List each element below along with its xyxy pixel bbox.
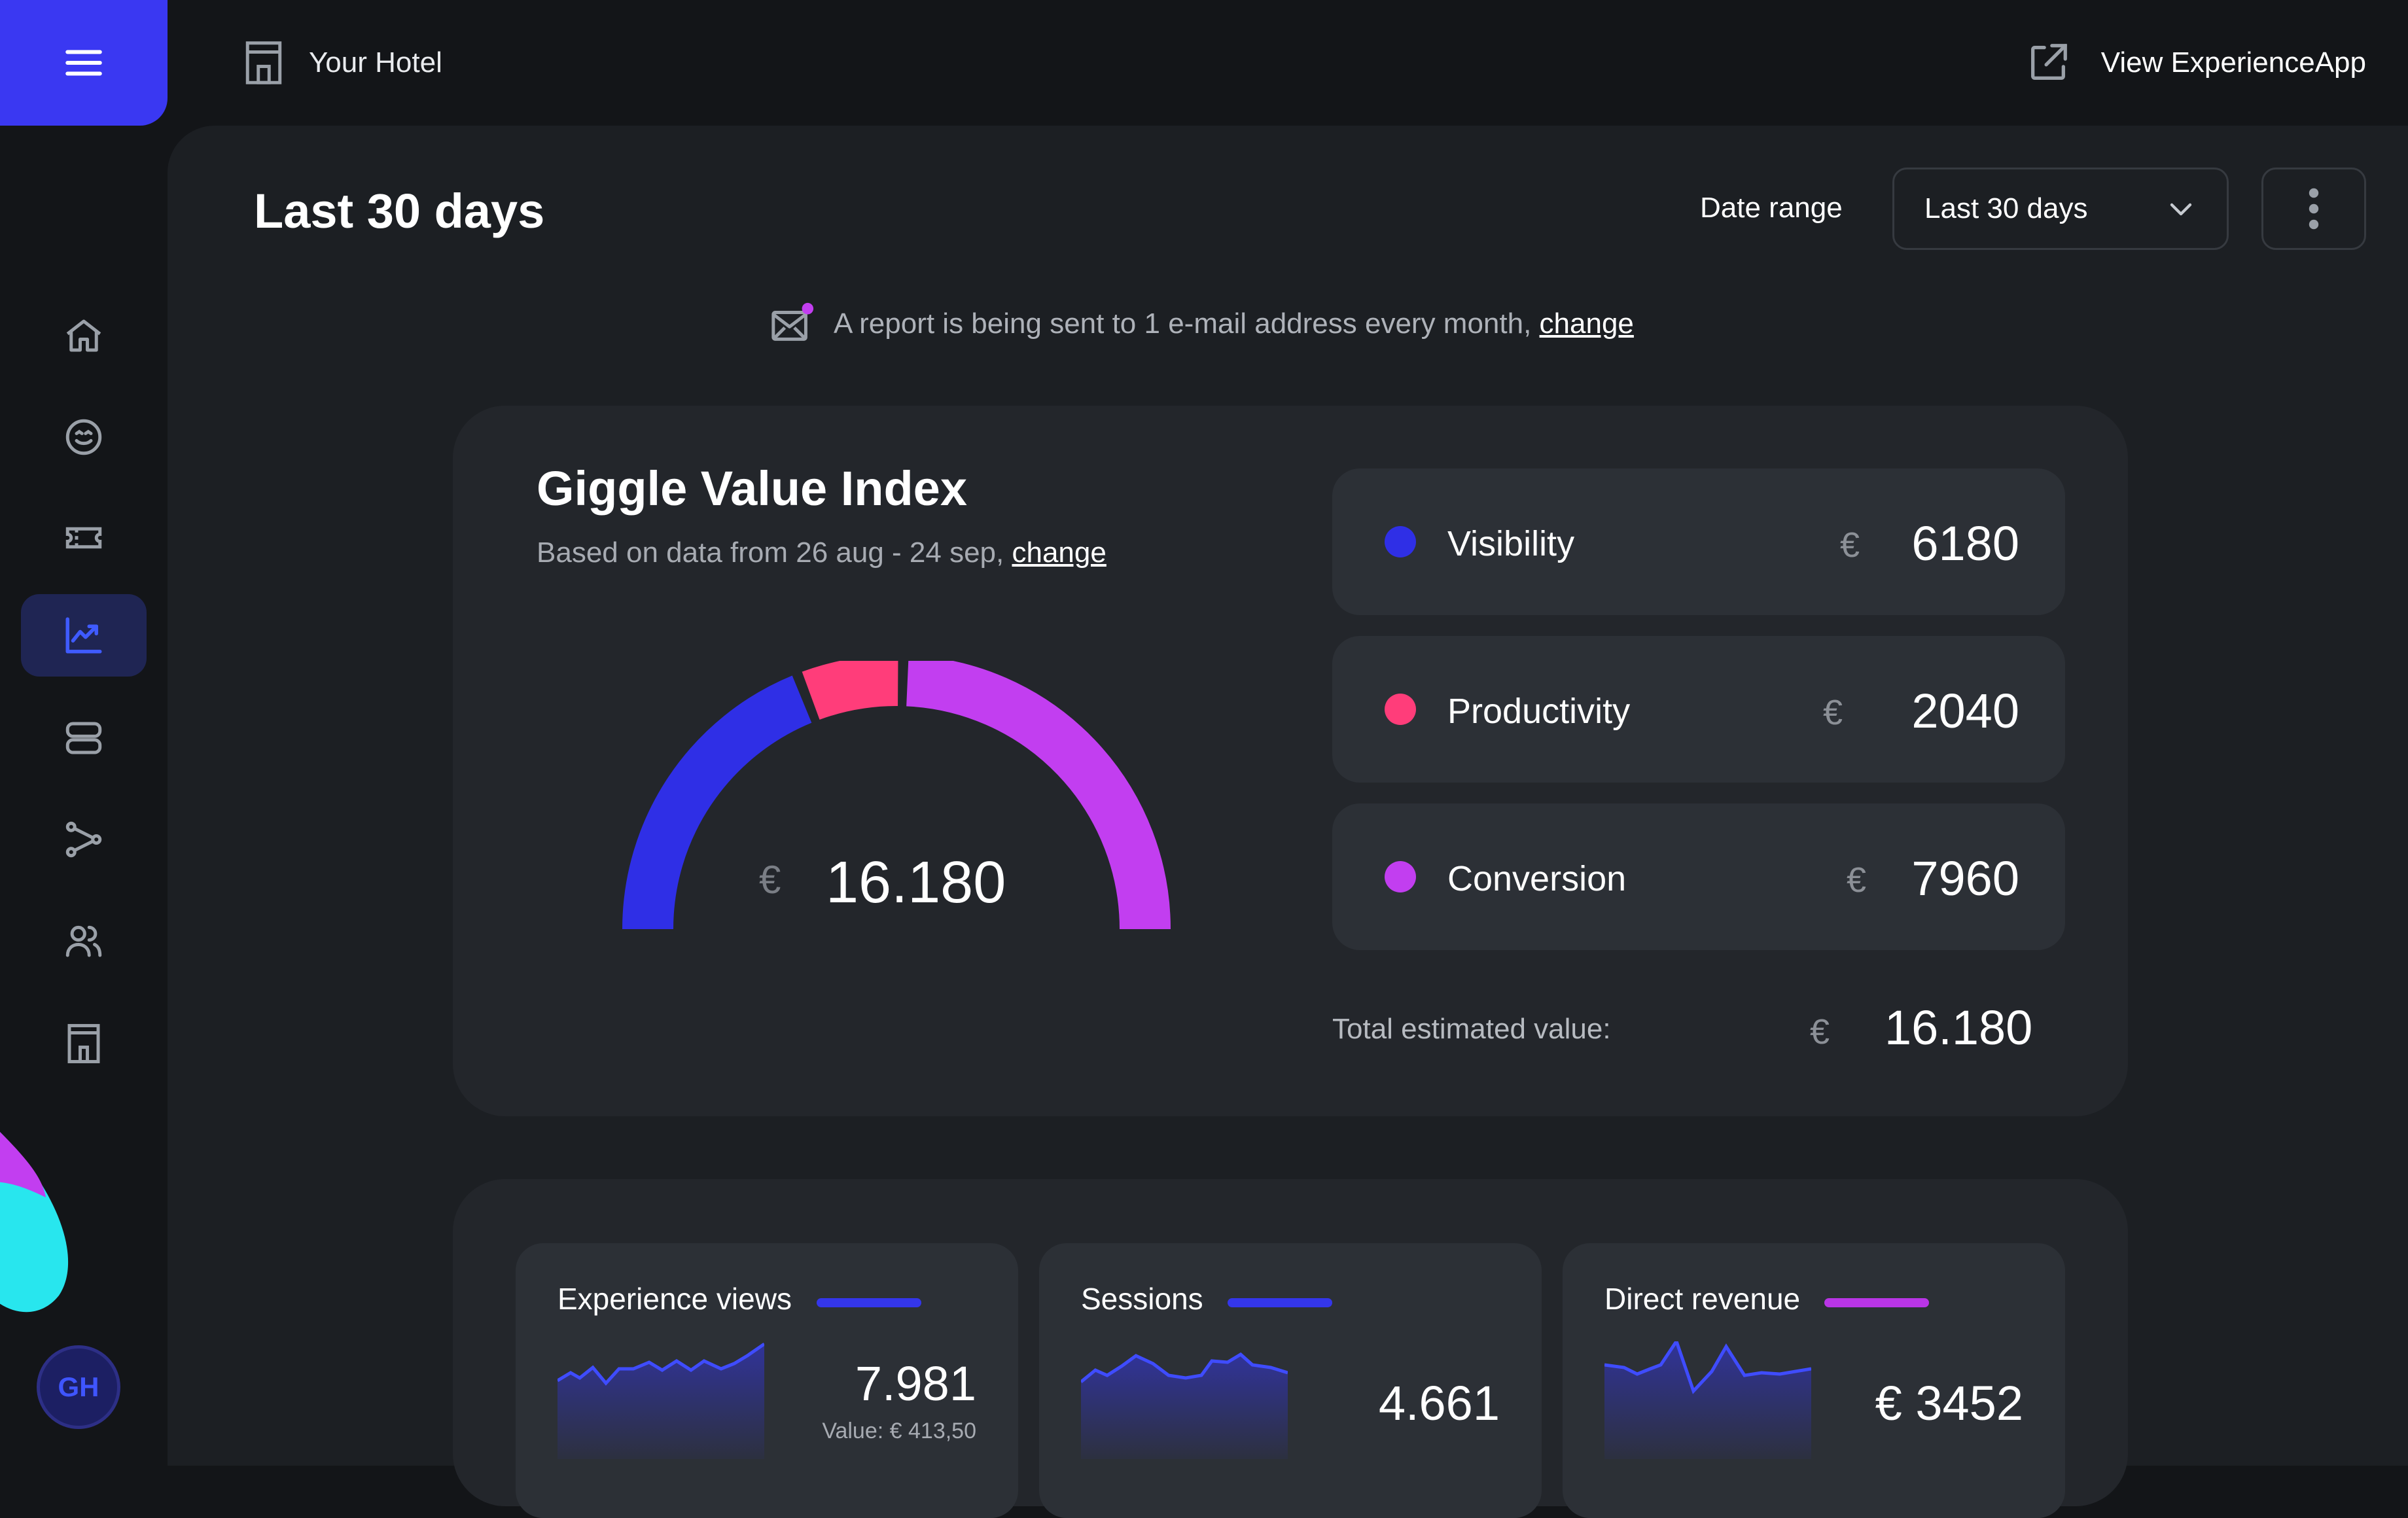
visibility-dot <box>1385 526 1416 557</box>
metric-visibility: Visibility € 6180 <box>1332 468 2065 615</box>
users-icon <box>65 925 102 957</box>
view-experience-app-link[interactable]: View ExperienceApp <box>2025 37 2366 89</box>
top-bar <box>0 0 2408 126</box>
metric-currency: € <box>1840 525 1860 565</box>
metric-name: Visibility <box>1447 524 1575 563</box>
metric-name: Conversion <box>1447 859 1627 898</box>
gvi-gauge <box>622 661 1171 930</box>
building-icon <box>67 1024 100 1063</box>
ticket-icon <box>65 527 102 549</box>
building-icon <box>245 41 282 84</box>
sidebar-item-tickets[interactable] <box>21 497 147 579</box>
sidebar-item-users[interactable] <box>21 900 147 982</box>
gauge-currency: € <box>759 858 781 902</box>
stat-subvalue: Value: € 413,50 <box>822 1419 976 1443</box>
more-options-button[interactable] <box>2261 168 2366 250</box>
sidebar-item-integrations[interactable] <box>21 798 147 881</box>
date-range-value: Last 30 days <box>1924 192 2088 224</box>
gauge-segment-conversion <box>906 661 1171 930</box>
stat-direct-revenue[interactable]: Direct revenue € 3452 <box>1563 1243 2065 1518</box>
metric-currency: € <box>1823 693 1843 732</box>
metric-value: 7960 <box>1911 851 2019 906</box>
conversion-dot <box>1385 861 1416 892</box>
menu-button[interactable] <box>0 0 168 126</box>
stat-value: 7.981 <box>855 1356 976 1411</box>
external-link-icon <box>2030 44 2067 80</box>
view-app-label: View ExperienceApp <box>2100 46 2366 79</box>
avatar[interactable]: GH <box>37 1345 120 1429</box>
gvi-title: Giggle Value Index <box>537 461 967 516</box>
chart-line-icon <box>65 617 102 654</box>
total-currency: € <box>1810 1012 1830 1051</box>
page-title: Last 30 days <box>254 184 545 238</box>
metric-value: 2040 <box>1911 684 2019 738</box>
gauge-total: 16.180 <box>826 850 1006 915</box>
sidebar <box>0 126 168 1466</box>
sidebar-item-analytics[interactable] <box>21 594 147 677</box>
stat-title: Direct revenue <box>1604 1282 1801 1316</box>
gvi-subtitle: Based on data from 26 aug - 24 sep, chan… <box>537 537 1107 569</box>
total-label: Total estimated value: <box>1332 1013 1611 1045</box>
sparkline <box>558 1342 764 1459</box>
hotel-label: Your Hotel <box>309 46 442 79</box>
metric-name: Productivity <box>1447 692 1631 731</box>
sparkline <box>1081 1352 1288 1459</box>
sidebar-item-experience[interactable] <box>21 396 147 478</box>
stat-legend-bar <box>1824 1298 1929 1307</box>
decorative-blob <box>0 1132 68 1313</box>
stat-sessions[interactable]: Sessions 4.661 <box>1039 1243 1542 1518</box>
mail-notification-icon <box>771 302 814 341</box>
total-value: 16.180 <box>1885 1000 2033 1055</box>
gvi-change-link[interactable]: change <box>1012 537 1107 569</box>
report-notice: A report is being sent to 1 e-mail addre… <box>770 301 1634 347</box>
gauge-segment-productivity <box>802 661 898 720</box>
stat-value: 4.661 <box>1378 1376 1500 1430</box>
share-nodes-icon <box>65 821 102 858</box>
report-notice-text: A report is being sent to 1 e-mail addre… <box>834 308 1532 340</box>
stat-legend-bar <box>1228 1298 1332 1307</box>
stat-experience-views[interactable]: Experience views 7.981 Value: € 413,50 <box>516 1243 1018 1518</box>
metric-value: 6180 <box>1911 516 2019 571</box>
stat-title: Experience views <box>558 1282 792 1316</box>
sidebar-item-database[interactable] <box>21 697 147 779</box>
productivity-dot <box>1385 694 1416 725</box>
report-change-link[interactable]: change <box>1539 308 1634 340</box>
gauge-segment-visibility <box>622 675 812 930</box>
chevron-down-icon <box>2170 203 2192 216</box>
smiley-icon <box>65 419 102 455</box>
gvi-subtitle-text: Based on data from 26 aug - 24 sep, <box>537 537 1004 569</box>
stat-title: Sessions <box>1081 1282 1203 1316</box>
more-vertical-icon <box>2309 188 2319 230</box>
metric-conversion: Conversion € 7960 <box>1332 803 2065 950</box>
date-range-select[interactable]: Last 30 days <box>1892 168 2229 250</box>
hotel-selector[interactable]: Your Hotel <box>242 39 442 86</box>
metric-currency: € <box>1847 860 1867 900</box>
stat-legend-bar <box>817 1298 921 1307</box>
home-icon <box>66 319 101 352</box>
database-icon <box>65 722 102 754</box>
sidebar-item-properties[interactable] <box>21 1002 147 1085</box>
metric-productivity: Productivity € 2040 <box>1332 636 2065 783</box>
hamburger-icon <box>65 50 102 76</box>
date-range-label: Date range <box>1700 192 1843 224</box>
sparkline <box>1604 1341 1811 1459</box>
stat-value: € 3452 <box>1875 1376 2023 1430</box>
sidebar-item-home[interactable] <box>21 294 147 377</box>
